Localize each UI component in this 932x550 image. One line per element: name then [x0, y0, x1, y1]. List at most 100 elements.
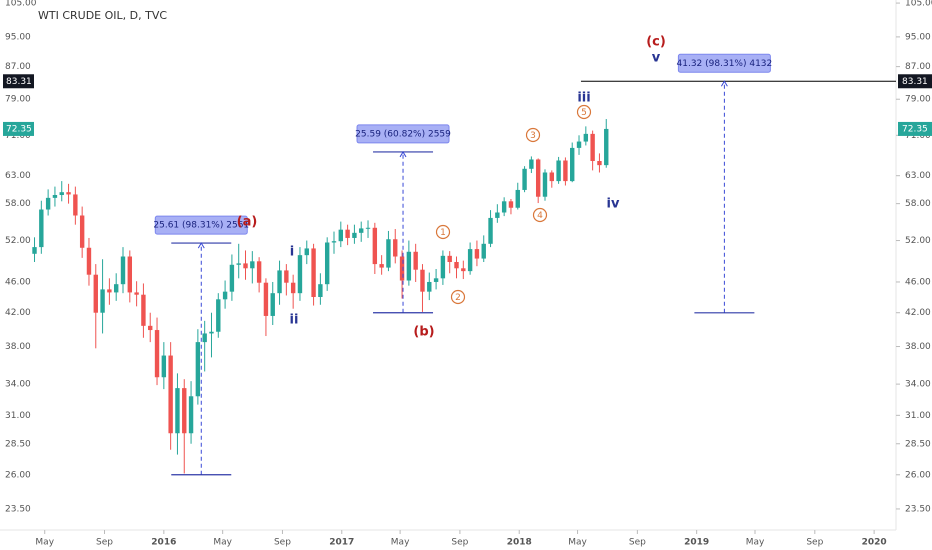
y-tick-label: 34.00 — [905, 380, 931, 390]
wave-label: v — [652, 51, 661, 66]
y-tick-label-left: 31.00 — [5, 411, 31, 421]
y-tick-label-left: 34.00 — [5, 380, 31, 390]
y-tick-label: 58.00 — [905, 199, 931, 209]
candle-body — [542, 172, 548, 197]
candle-body — [515, 189, 520, 208]
candle-body — [311, 248, 316, 297]
candle-body — [250, 261, 255, 269]
candle-body — [461, 268, 466, 272]
x-tick-label: 2016 — [151, 538, 176, 548]
candle-body — [549, 172, 554, 182]
y-tick-label-left: 38.00 — [5, 342, 31, 352]
candle-body — [209, 331, 214, 334]
candle-body — [508, 201, 514, 208]
candle-body — [406, 251, 412, 281]
candle-body — [45, 197, 51, 210]
candle-body — [188, 396, 194, 434]
price-tag-right-label: 83.31 — [902, 77, 928, 87]
candle-body — [570, 147, 575, 182]
y-tick-label-left: 79.00 — [5, 95, 31, 105]
candle-body — [495, 212, 500, 218]
candle-body — [359, 228, 364, 233]
candle-body — [236, 263, 241, 265]
candle-body — [433, 278, 439, 282]
candle-body — [529, 159, 534, 169]
candle-body — [467, 249, 473, 272]
candle-body — [216, 299, 221, 332]
y-tick-label-left: 42.00 — [5, 308, 31, 318]
candle-body — [127, 256, 133, 293]
measure-arrow — [197, 242, 205, 249]
y-tick-label-left: 95.00 — [5, 32, 31, 42]
measure-box — [154, 215, 248, 235]
candle-body — [563, 160, 568, 182]
wave-label: ii — [290, 313, 299, 328]
y-tick-label-left: 28.50 — [5, 439, 31, 449]
candle-body — [182, 388, 187, 434]
price-tag-left — [3, 121, 34, 136]
candle-body — [195, 342, 201, 397]
x-tick-label: Sep — [451, 538, 468, 548]
candle-body — [59, 192, 64, 196]
candle-body — [175, 388, 180, 434]
y-tick-label: 26.00 — [905, 470, 931, 480]
candle-body — [256, 261, 262, 283]
candle-body — [39, 209, 44, 248]
y-tick-label-left: 23.50 — [5, 504, 31, 514]
candle-body — [352, 232, 357, 238]
candle-body — [413, 251, 418, 270]
x-tick-label: May — [746, 538, 765, 548]
candle-body — [535, 159, 541, 197]
candle-body — [372, 227, 378, 265]
candle-body — [243, 263, 248, 269]
x-tick-label: May — [35, 538, 54, 548]
candle-body — [86, 247, 92, 275]
candle-body — [284, 270, 289, 283]
x-tick-label: May — [213, 538, 232, 548]
candle-body — [154, 330, 160, 378]
wave-label: (c) — [646, 35, 666, 50]
price-tag-right-label: 72.35 — [902, 124, 928, 134]
candle-body — [32, 247, 37, 254]
measure-label: 25.61 (98.31%) 2561 — [153, 221, 249, 231]
candle-body — [522, 168, 527, 190]
x-tick-label: Sep — [806, 538, 823, 548]
wave-label: (b) — [413, 325, 434, 340]
candle-body — [107, 289, 112, 293]
x-tick-label: 2019 — [684, 538, 709, 548]
wave-label: iv — [607, 197, 620, 212]
y-tick-label: 52.00 — [905, 236, 931, 246]
chart-title: WTI CRUDE OIL, D, TVC — [38, 9, 167, 22]
x-tick-label: 2020 — [862, 538, 887, 548]
count-circle — [576, 104, 592, 120]
candle-body — [161, 355, 167, 378]
candle-body — [270, 293, 275, 316]
candle-body — [66, 192, 71, 195]
candle-body — [222, 291, 228, 300]
y-tick-label: 87.00 — [905, 62, 931, 72]
candle-body — [277, 270, 282, 294]
count-label: 4 — [537, 211, 543, 221]
count-circle — [450, 289, 466, 305]
candle-body — [141, 294, 146, 326]
candle-body — [420, 269, 425, 292]
candle-body — [427, 281, 432, 292]
candle-body — [590, 133, 595, 162]
candle-body — [79, 215, 85, 248]
wave-label: (a) — [237, 215, 258, 230]
y-tick-label-left: 63.00 — [5, 171, 31, 181]
measure-box — [677, 53, 771, 73]
candle-body — [52, 195, 58, 198]
candle-body — [202, 333, 207, 343]
y-tick-label-left: 87.00 — [5, 62, 31, 72]
y-tick-label-left: 52.00 — [5, 236, 31, 246]
y-tick-label: 79.00 — [905, 95, 931, 105]
wave-label: i — [290, 245, 294, 260]
measure-label: 25.59 (60.82%) 2559 — [355, 129, 451, 139]
candle-body — [318, 284, 323, 297]
y-tick-label: 105.00 — [905, 0, 932, 9]
candle-body — [604, 128, 609, 166]
count-circle — [525, 127, 541, 143]
